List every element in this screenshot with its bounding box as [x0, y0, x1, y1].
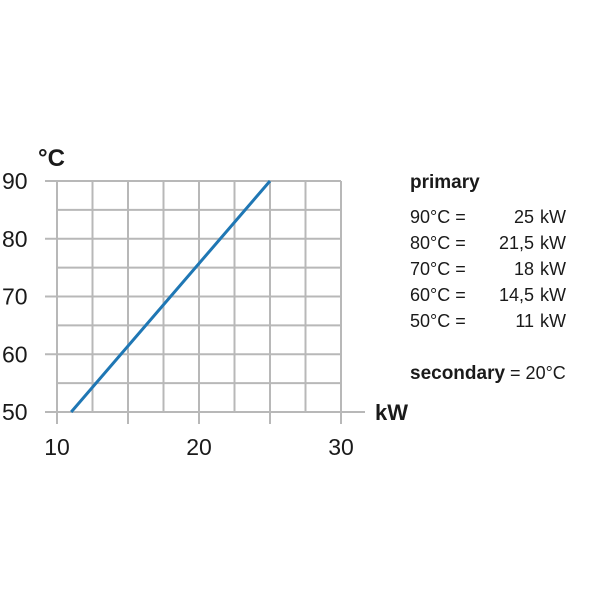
legend-unit: kW — [540, 207, 566, 227]
y-axis-label: °C — [38, 145, 65, 172]
legend-row: 80°C = 21,5 kW — [410, 230, 600, 256]
y-tick-label: 80 — [2, 226, 28, 252]
legend-temp: 90°C = — [410, 207, 466, 227]
secondary-value: = 20°C — [505, 363, 566, 383]
x-tick-label: 30 — [328, 434, 354, 460]
legend-temp: 50°C = — [410, 311, 466, 331]
x-axis-label: kW — [375, 400, 408, 425]
legend-value: 14,5 — [498, 285, 534, 305]
legend-panel: primary 90°C = 25 kW 80°C = 21,5 kW 70°C = 18 kW… — [410, 170, 600, 387]
legend-row: 60°C = 14,5 kW — [410, 282, 600, 308]
y-tick-label: 70 — [2, 284, 28, 310]
legend-rows: 90°C = 25 kW 80°C = 21,5 kW 70°C = 18 kW 60°C = 14… — [410, 204, 600, 334]
legend-value: 21,5 — [498, 233, 534, 253]
legend-temp: 80°C = — [410, 233, 466, 253]
y-tick-label: 60 — [2, 341, 28, 367]
series-line — [70, 180, 272, 413]
legend-unit: kW — [540, 311, 566, 331]
legend-value: 11 — [515, 311, 534, 331]
legend-header: primary — [410, 172, 480, 193]
y-tick-label: 90 — [2, 168, 28, 194]
legend-value: 18 — [513, 259, 534, 279]
legend-unit: kW — [540, 259, 566, 279]
legend-row: 90°C = 25 kW — [410, 204, 600, 230]
legend-row: 50°C = 11 kW — [410, 308, 600, 334]
legend-temp: 60°C = — [410, 285, 466, 305]
legend-value: 25 — [513, 207, 534, 227]
x-tick-label: 10 — [44, 434, 70, 460]
series-lines — [70, 180, 272, 413]
legend-unit: kW — [540, 285, 566, 305]
y-tick-label: 50 — [2, 399, 28, 425]
tick-labels: 50 60 70 80 90 10 20 30 — [2, 168, 354, 460]
x-tick-label: 20 — [186, 434, 212, 460]
secondary-label: secondary — [410, 363, 506, 384]
legend-temp: 70°C = — [410, 259, 466, 279]
secondary-note: secondary = 20°C — [410, 360, 600, 387]
legend-row: 70°C = 18 kW — [410, 256, 600, 282]
grid — [45, 180, 365, 424]
legend-unit: kW — [540, 233, 566, 253]
